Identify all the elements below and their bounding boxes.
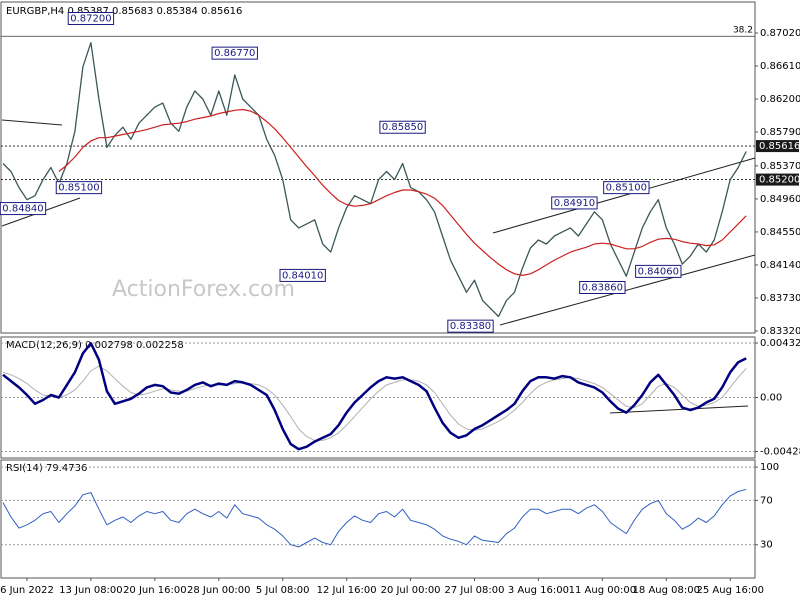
annotation-label: 0.83860 — [582, 282, 623, 293]
annotation-box — [55, 181, 103, 195]
y-tick-label: 0.86610 — [760, 61, 800, 72]
annotation-box — [279, 268, 326, 282]
x-tick-label: 20 Jun 16:00 — [123, 585, 187, 596]
y-tick-label: 70 — [760, 495, 773, 506]
y-tick-label: 0.87020 — [760, 28, 800, 39]
y-tick-label: 0.83320 — [760, 326, 800, 337]
annotation-box — [579, 280, 626, 294]
x-tick-label: 12 Jul 16:00 — [317, 585, 377, 596]
y-tick-label: -0.004288 — [760, 447, 800, 458]
annotation-label: 0.87200 — [70, 14, 111, 25]
price-annotation: 0.84910 — [551, 196, 598, 210]
rsi-title: RSI(14) 79.4736 — [6, 463, 87, 474]
x-tick-label: 25 Aug 16:00 — [697, 585, 764, 596]
x-tick-label: 6 Jun 2022 — [0, 585, 54, 596]
annotation-label: 0.83380 — [450, 321, 491, 332]
x-tick-label: 3 Aug 16:00 — [508, 585, 569, 596]
price-annotation: 0.85850 — [379, 120, 426, 134]
x-tick-label: 28 Jun 00:00 — [187, 585, 251, 596]
price-level-box — [756, 173, 799, 186]
y-tick-label: 0.85370 — [760, 161, 800, 172]
annotation-label: 0.84010 — [282, 270, 323, 281]
annotation-label: 0.84840 — [2, 204, 43, 215]
price-annotation: 0.85100 — [603, 181, 650, 195]
series-line — [2, 342, 747, 451]
price-annotation: 0.85100 — [55, 181, 103, 195]
annotation-label: 0.85100 — [58, 183, 99, 194]
trendline — [499, 254, 756, 326]
trendline — [492, 157, 756, 234]
price-annotation: 0.84060 — [635, 264, 682, 278]
x-tick-label: 13 Jun 08:00 — [59, 585, 123, 596]
y-tick-label: 0.85790 — [760, 127, 800, 138]
trendline — [609, 405, 749, 414]
macd-title: MACD(12,26,9) 0.002798 0.002258 — [6, 340, 184, 351]
annotation-label: 0.84910 — [554, 198, 595, 209]
fib-label: 38.2 — [733, 26, 753, 36]
price-annotation: 0.84010 — [279, 268, 326, 282]
x-tick-label: 27 Jul 08:00 — [445, 585, 505, 596]
annotation-label: 0.86770 — [214, 48, 255, 59]
price-annotation: 0.83860 — [579, 280, 626, 294]
annotation-box — [211, 46, 258, 60]
annotation-label: 0.85100 — [606, 183, 647, 194]
series-line — [58, 108, 747, 276]
annotation-box — [447, 319, 494, 333]
watermark: ActionForex.com — [112, 277, 295, 302]
y-tick-label: 0.84550 — [760, 227, 800, 238]
x-tick-label: 20 Jul 00:00 — [381, 585, 441, 596]
price-annotation: 0.84840 — [0, 202, 47, 216]
annotation-label: 0.84060 — [638, 266, 679, 277]
y-tick-label: 30 — [760, 540, 773, 551]
annotation-box — [0, 202, 47, 216]
annotation-box — [603, 181, 650, 195]
series-line — [2, 365, 747, 441]
price-level-label: 0.85616 — [759, 141, 800, 152]
price-annotation: 0.83380 — [447, 319, 494, 333]
y-tick-label: 0.84140 — [760, 260, 800, 271]
y-tick-label: 0.83730 — [760, 293, 800, 304]
annotation-box — [635, 264, 682, 278]
x-tick-label: 18 Aug 08:00 — [633, 585, 700, 596]
series-line — [2, 488, 747, 548]
trendline — [1, 119, 63, 126]
y-tick-label: 100 — [760, 462, 779, 473]
annotation-box — [67, 12, 115, 26]
price-annotation: 0.86770 — [211, 46, 258, 60]
annotation-box — [551, 196, 598, 210]
rsi-panel — [0, 459, 756, 579]
y-tick-label: 0.004325 — [760, 338, 800, 349]
price-annotation: 0.87200 — [67, 12, 115, 26]
annotation-label: 0.85850 — [382, 122, 423, 133]
y-tick-label: 0.86200 — [760, 94, 800, 105]
price-level-label: 0.85200 — [759, 175, 800, 186]
y-tick-label: 0.00 — [760, 393, 782, 404]
price-panel — [0, 1, 756, 334]
price-level-box — [756, 140, 799, 153]
y-tick-label: 0.84960 — [760, 194, 800, 205]
price-title: EURGBP,H4 0.85387 0.85683 0.85384 0.8561… — [6, 6, 242, 17]
x-tick-label: 5 Jul 08:00 — [256, 585, 310, 596]
x-tick-label: 11 Aug 00:00 — [569, 585, 636, 596]
annotation-box — [379, 120, 426, 134]
